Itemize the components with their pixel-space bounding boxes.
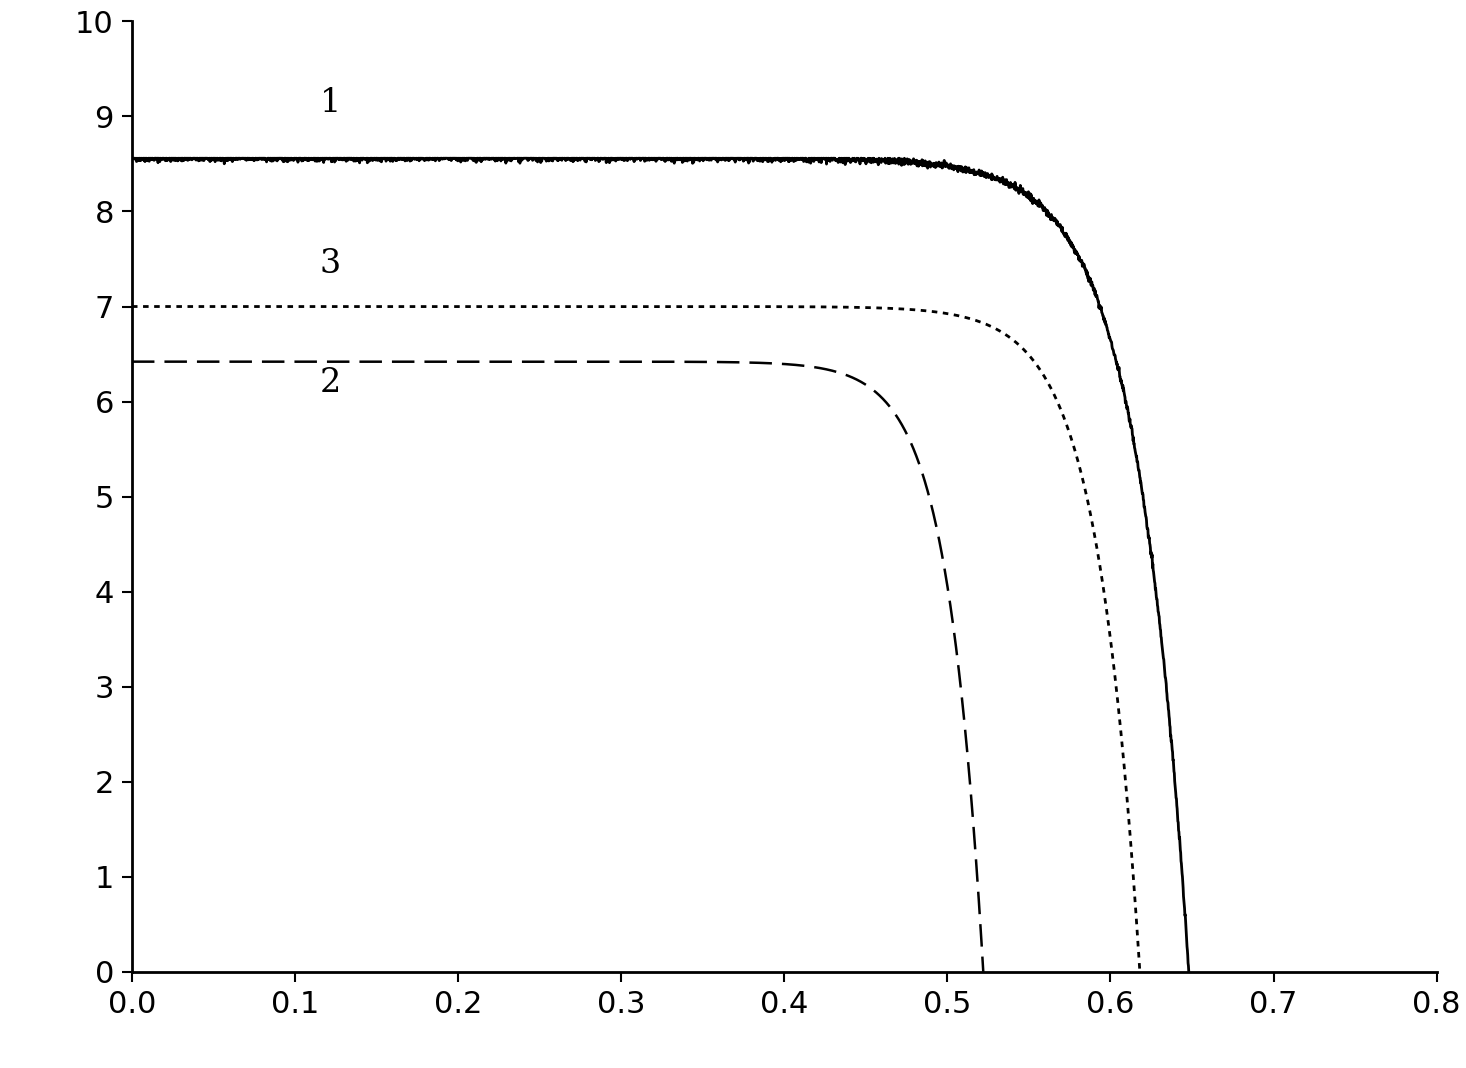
Text: 1: 1 (320, 87, 340, 119)
Text: 3: 3 (320, 248, 340, 280)
Text: 2: 2 (320, 367, 340, 399)
